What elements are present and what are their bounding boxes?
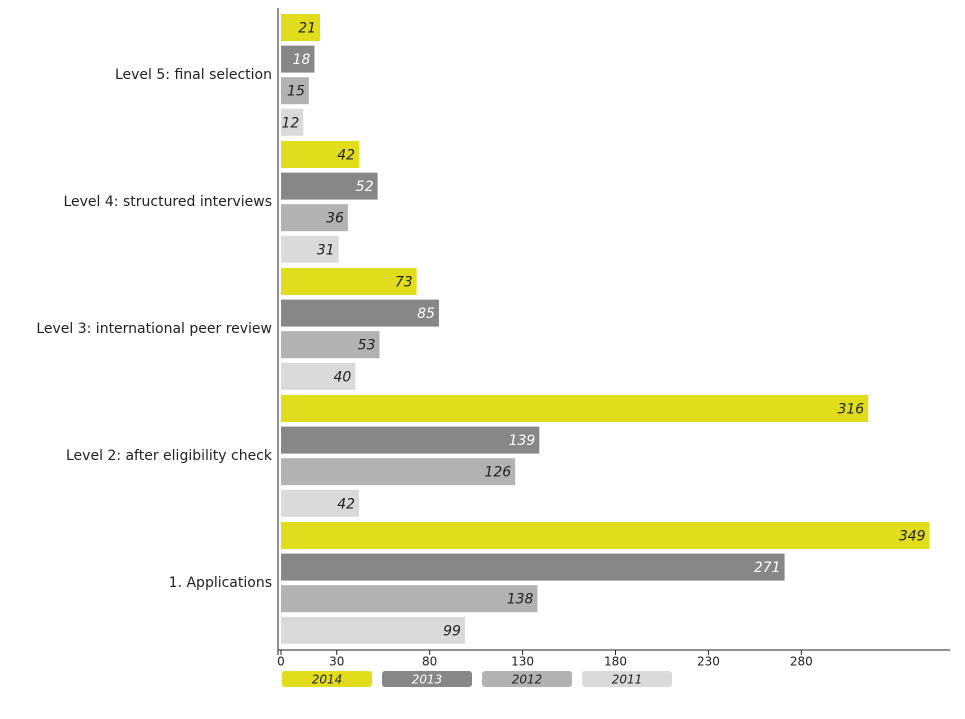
bar <box>281 489 360 517</box>
category-label: 1. Applications <box>169 575 272 591</box>
category-label: Level 3: international peer review <box>36 321 272 337</box>
legend-label: 2011 <box>612 673 643 687</box>
bar <box>281 77 309 105</box>
value-label: 316 <box>837 402 864 418</box>
x-tick-label: 280 <box>790 655 813 669</box>
bar <box>281 268 417 295</box>
value-label: 139 <box>509 433 536 449</box>
value-label: 138 <box>507 592 534 608</box>
bar <box>281 235 339 263</box>
value-label: 73 <box>395 275 413 291</box>
value-label: 99 <box>443 623 461 639</box>
value-label: 126 <box>484 465 511 481</box>
bar <box>281 14 321 41</box>
bar <box>281 204 348 232</box>
bar <box>281 395 869 422</box>
legend-label: 2014 <box>312 673 343 687</box>
value-label: 53 <box>358 338 376 354</box>
bar <box>281 331 380 359</box>
value-label: 40 <box>334 369 352 385</box>
x-tick-label: 130 <box>511 655 534 669</box>
value-label: 85 <box>417 306 435 322</box>
value-label: 21 <box>298 21 316 37</box>
bar <box>281 108 304 136</box>
value-label: 42 <box>337 148 355 164</box>
bar <box>281 458 516 486</box>
x-tick-label: 80 <box>422 655 437 669</box>
bar <box>281 362 356 390</box>
bar <box>281 45 315 73</box>
value-label: 52 <box>356 179 374 195</box>
x-tick-label: 230 <box>697 655 720 669</box>
value-label: 349 <box>899 529 926 545</box>
value-label: 18 <box>293 52 311 68</box>
legend-swatch <box>482 671 572 687</box>
value-label: 36 <box>326 211 344 227</box>
legend-label: 2013 <box>412 673 443 687</box>
bar <box>281 616 465 644</box>
bar <box>281 172 378 200</box>
bar <box>281 522 930 549</box>
bar <box>281 553 785 581</box>
value-label: 271 <box>754 560 781 576</box>
value-label: 42 <box>337 496 355 512</box>
legend-swatch <box>382 671 472 687</box>
value-label: 12 <box>281 115 299 131</box>
x-tick-label: 30 <box>329 655 344 669</box>
legend-swatch <box>582 671 672 687</box>
bar <box>281 299 439 327</box>
legend-label: 2012 <box>512 673 543 687</box>
value-label: 31 <box>317 242 335 258</box>
category-label: Level 5: final selection <box>115 67 272 83</box>
x-tick-label: 0 <box>277 655 285 669</box>
category-label: Level 2: after eligibility check <box>66 448 273 464</box>
legend-swatch <box>282 671 372 687</box>
category-label: Level 4: structured interviews <box>63 194 272 210</box>
x-tick-label: 180 <box>604 655 627 669</box>
value-label: 15 <box>287 84 305 100</box>
bar <box>281 426 540 454</box>
bar <box>281 585 538 613</box>
bar <box>281 141 360 168</box>
